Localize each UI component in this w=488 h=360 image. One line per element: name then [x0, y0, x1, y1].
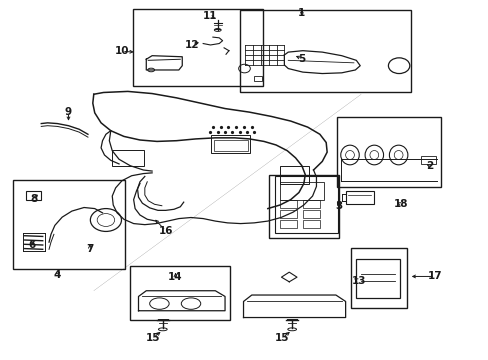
Text: 6: 6	[28, 240, 35, 250]
Text: 8: 8	[31, 194, 38, 203]
Text: 2: 2	[426, 161, 433, 171]
Text: 13: 13	[351, 276, 365, 286]
Bar	[303, 201, 320, 207]
Bar	[345, 191, 373, 204]
Bar	[239, 10, 410, 93]
Bar	[279, 166, 308, 184]
Bar	[26, 192, 41, 201]
Bar	[280, 201, 296, 207]
Bar	[280, 220, 296, 228]
Text: 10: 10	[115, 46, 129, 57]
Bar	[420, 156, 435, 164]
Bar	[132, 9, 263, 86]
Bar	[336, 117, 441, 187]
Text: 5: 5	[298, 54, 305, 64]
Bar	[13, 180, 124, 269]
Bar	[275, 176, 338, 233]
Bar	[303, 220, 320, 228]
Bar	[356, 258, 399, 298]
Bar	[112, 150, 143, 166]
Bar	[211, 135, 250, 153]
Text: 7: 7	[86, 244, 93, 253]
Bar	[268, 175, 339, 238]
Text: 18: 18	[393, 199, 407, 209]
Bar	[130, 266, 229, 320]
Bar	[254, 76, 261, 81]
Bar	[280, 182, 323, 201]
Text: 16: 16	[158, 226, 173, 236]
Text: 15: 15	[275, 333, 289, 343]
Text: 17: 17	[427, 271, 442, 282]
Text: 9: 9	[65, 107, 72, 117]
Bar	[303, 210, 320, 217]
Bar	[280, 210, 296, 217]
Text: 3: 3	[335, 201, 342, 211]
Text: 1: 1	[298, 8, 305, 18]
Text: 4: 4	[54, 270, 61, 280]
Bar	[351, 248, 407, 308]
Bar	[213, 140, 247, 152]
Text: 15: 15	[145, 333, 160, 343]
Text: 14: 14	[168, 272, 183, 282]
Text: 12: 12	[184, 40, 199, 50]
Text: 11: 11	[203, 12, 217, 21]
